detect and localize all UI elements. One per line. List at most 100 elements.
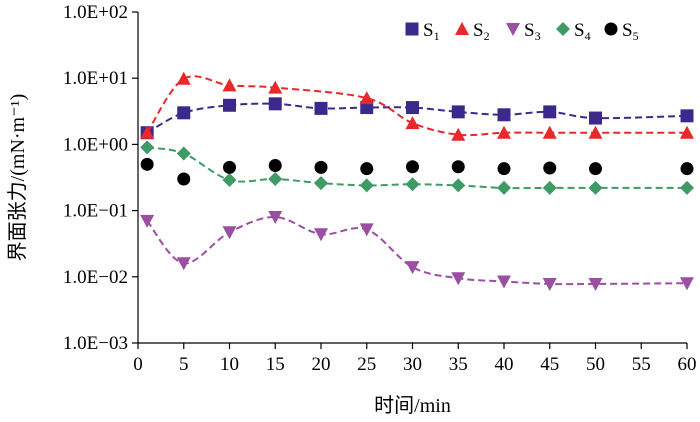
x-tick-label: 50 xyxy=(586,354,605,375)
data-point-s3 xyxy=(588,277,603,291)
legend-item-s4: S4 xyxy=(556,20,591,43)
y-axis-title: 界面张力/(mN·m⁻¹) xyxy=(6,94,29,262)
data-point-s4 xyxy=(176,146,191,161)
x-tick-label: 30 xyxy=(403,354,422,375)
series-s2 xyxy=(140,71,694,141)
data-point-s3 xyxy=(268,211,283,225)
data-point-s3 xyxy=(451,272,466,286)
data-point-s2 xyxy=(680,125,694,139)
x-tick-label: 45 xyxy=(540,354,559,375)
data-point-s2 xyxy=(451,127,466,141)
data-point-s4 xyxy=(268,172,283,187)
legend-marker xyxy=(506,23,520,36)
x-tick-label: 0 xyxy=(133,354,143,375)
data-point-s2 xyxy=(588,125,603,139)
x-tick-label: 5 xyxy=(179,354,189,375)
data-point-s5 xyxy=(406,160,419,174)
data-point-s5 xyxy=(451,160,465,174)
legend-item-s2: S2 xyxy=(455,20,490,43)
data-point-s3 xyxy=(176,257,191,271)
data-point-s2 xyxy=(542,125,557,139)
data-point-s2 xyxy=(497,125,511,139)
data-point-s5 xyxy=(177,172,191,186)
data-point-s5 xyxy=(223,160,236,174)
legend-label: S5 xyxy=(622,20,639,43)
data-point-s1 xyxy=(268,97,282,111)
data-point-s1 xyxy=(314,101,328,115)
legend-marker xyxy=(455,22,469,35)
data-point-s2 xyxy=(222,78,237,92)
data-point-s1 xyxy=(589,111,602,125)
data-point-s3 xyxy=(497,275,511,289)
data-point-s4 xyxy=(314,176,328,191)
y-tick-label: 1.0E+02 xyxy=(63,2,128,23)
y-tick-label: 1.0E−03 xyxy=(63,333,128,354)
legend-label: S1 xyxy=(423,20,440,43)
x-tick-label: 40 xyxy=(495,354,514,375)
data-point-s5 xyxy=(268,159,282,173)
legend-marker xyxy=(405,22,419,36)
data-point-s4 xyxy=(405,177,420,192)
series-s4 xyxy=(140,140,694,195)
legend-label: S3 xyxy=(524,20,541,43)
y-tick-label: 1.0E−02 xyxy=(63,267,128,288)
x-tick-label: 20 xyxy=(312,354,331,375)
data-point-s3 xyxy=(314,228,328,242)
data-point-s3 xyxy=(222,226,237,240)
data-point-s2 xyxy=(405,116,420,130)
x-tick-label: 35 xyxy=(449,354,468,375)
x-axis-title: 时间/min xyxy=(374,394,451,417)
data-point-s3 xyxy=(405,261,420,275)
series-s1-line xyxy=(146,102,688,134)
data-point-s4 xyxy=(680,180,694,195)
data-point-s1 xyxy=(497,108,511,122)
x-axis: 0 5 10 15 20 25 30 35 40 45 50 55 60 xyxy=(133,343,697,375)
data-point-s1 xyxy=(406,101,419,115)
data-point-s3 xyxy=(542,277,557,291)
data-point-s5 xyxy=(680,162,694,176)
y-axis: 1.0E−03 1.0E−02 1.0E−01 1.0E+00 1.0E+01 1.0E+… xyxy=(63,2,138,354)
data-point-s1 xyxy=(360,101,374,115)
data-point-s4 xyxy=(542,180,557,195)
data-point-s2 xyxy=(268,80,283,94)
y-tick-label: 1.0E−01 xyxy=(63,201,128,222)
data-point-s5 xyxy=(497,162,511,176)
data-point-s3 xyxy=(140,214,155,228)
data-point-s4 xyxy=(140,140,155,155)
legend-item-s3: S3 xyxy=(506,20,541,43)
data-point-s1 xyxy=(177,106,191,120)
x-tick-label: 15 xyxy=(266,354,285,375)
data-point-s2 xyxy=(359,91,374,105)
data-point-s5 xyxy=(360,162,374,176)
data-point-s1 xyxy=(451,105,465,119)
y-tick-label: 1.0E+00 xyxy=(63,134,128,155)
y-tick-label: 1.0E+01 xyxy=(63,68,128,89)
legend-label: S4 xyxy=(574,20,591,43)
data-point-s5 xyxy=(314,160,328,174)
data-point-s1 xyxy=(543,105,557,119)
data-point-s2 xyxy=(140,125,155,139)
series-s5 xyxy=(140,157,694,186)
data-point-s4 xyxy=(222,172,237,187)
data-point-s2 xyxy=(176,71,191,85)
series-s1 xyxy=(140,97,694,140)
data-point-s4 xyxy=(359,178,374,193)
legend-label: S2 xyxy=(473,20,490,43)
data-point-s5 xyxy=(589,162,602,176)
legend-item-s1: S1 xyxy=(405,20,440,43)
data-point-s5 xyxy=(543,161,557,175)
data-point-s4 xyxy=(451,178,466,193)
data-point-s4 xyxy=(497,180,511,195)
x-tick-label: 25 xyxy=(357,354,376,375)
data-point-s3 xyxy=(680,277,694,291)
series-s3 xyxy=(140,211,694,291)
x-tick-label: 55 xyxy=(632,354,651,375)
x-tick-label: 60 xyxy=(678,354,697,375)
data-point-s5 xyxy=(140,157,154,171)
data-point-s1 xyxy=(680,109,694,123)
data-point-s3 xyxy=(359,223,374,237)
data-point-s1 xyxy=(223,98,236,112)
legend-item-s5: S5 xyxy=(604,20,639,43)
x-tick-label: 10 xyxy=(220,354,239,375)
